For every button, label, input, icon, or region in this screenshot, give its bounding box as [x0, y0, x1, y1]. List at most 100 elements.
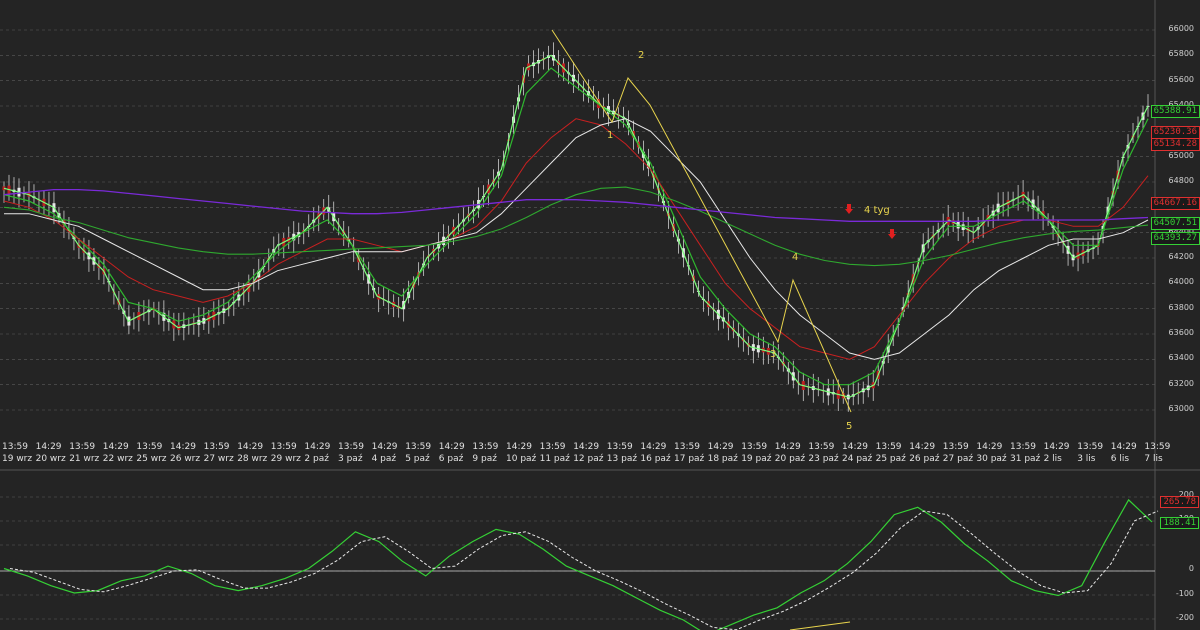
date-label: 13 paź [606, 454, 638, 464]
osc-tick-label: 0 [1188, 564, 1194, 573]
time-tick-label: 14:29 [1043, 442, 1070, 452]
time-tick-label: 13:59 [472, 442, 499, 452]
date-label: 26 paź [909, 454, 940, 464]
time-tick-label: 13:59 [2, 442, 28, 452]
time-tick-label: 14:29 [774, 442, 801, 452]
time-tick-label: 13:59 [203, 442, 230, 452]
date-label: 22 wrz [102, 454, 133, 464]
time-tick-label: 13:59 [136, 442, 163, 452]
date-label: 20 paź [774, 454, 806, 464]
date-label: 25 paź [875, 454, 906, 464]
price-tick-label: 63000 [1168, 404, 1194, 413]
medium-ma-line [3, 67, 1149, 386]
date-label: 27 paź [942, 454, 974, 464]
price-tick-label: 64800 [1168, 176, 1194, 185]
date-label: 29 wrz [270, 454, 301, 464]
time-tick-label: 13:59 [741, 442, 768, 452]
time-tick-label: 14:29 [1110, 442, 1137, 452]
time-tick-label: 14:29 [640, 442, 667, 452]
osc-tick-label: -100 [1175, 589, 1194, 598]
date-label: 4 paź [371, 454, 397, 464]
date-label: 7 lis [1144, 454, 1163, 464]
time-tick-label: 14:29 [102, 442, 129, 452]
price-tick-label: 65000 [1168, 150, 1194, 160]
price-tick-label: 63800 [1168, 302, 1194, 312]
time-tick-label: 13:59 [606, 442, 633, 452]
price-tick-label: 65800 [1168, 49, 1194, 59]
date-label: 31 paź [1010, 454, 1041, 464]
date-label: 6 paź [438, 454, 464, 464]
price-value-label: 65388.91 [1150, 105, 1200, 118]
time-tick-label: 13:59 [1077, 442, 1104, 452]
time-tick-label: 13:59 [270, 442, 297, 452]
price-value-label: 64393.27 [1150, 232, 1200, 245]
date-label: 24 paź [842, 454, 873, 464]
price-value-label: 64667.16 [1150, 197, 1200, 210]
slow-green-ma-line [3, 186, 1149, 267]
date-label: 16 paź [640, 454, 671, 464]
time-tick-label: 13:59 [338, 442, 364, 452]
time-tick-label: 14:29 [506, 442, 532, 452]
time-tick-label: 13:59 [674, 442, 700, 452]
fast-ma-line [3, 54, 1149, 398]
wave-label: 2 [638, 50, 645, 61]
wave-label: 3 [770, 349, 777, 360]
date-label: 2 lis [1043, 454, 1062, 464]
price-value-label: 65134.28 [1150, 138, 1200, 151]
date-label: 2 paź [304, 454, 329, 464]
time-tick-label: 14:29 [304, 442, 331, 452]
time-tick-label: 14:29 [35, 442, 62, 452]
time-tick-label: 13:59 [1010, 442, 1036, 452]
time-tick-label: 14:29 [976, 442, 1003, 452]
date-label: 18 paź [707, 454, 738, 464]
date-label: 21 wrz [69, 454, 100, 464]
time-tick-label: 13:59 [539, 442, 566, 452]
time-tick-label: 13:59 [405, 442, 432, 452]
osc-value-label: 188.41 [1160, 517, 1199, 529]
price-value-label: 64507.51 [1150, 217, 1200, 230]
time-tick-label: 14:29 [170, 442, 196, 452]
date-label: 25 wrz [136, 454, 167, 464]
date-label: 30 paź [976, 454, 1007, 464]
date-label: 3 lis [1077, 454, 1096, 464]
wave-label: 1 [607, 130, 614, 141]
time-tick-label: 13:59 [1144, 442, 1171, 452]
white-ma-line [4, 118, 1149, 360]
time-tick-label: 14:29 [909, 442, 936, 452]
time-tick-label: 13:59 [69, 442, 96, 452]
date-label: 11 paź [539, 454, 570, 464]
time-tick-label: 14:29 [237, 442, 264, 452]
date-label: 23 paź [808, 454, 839, 464]
time-tick-label: 14:29 [438, 442, 465, 452]
red-ma-line [3, 118, 1149, 360]
time-tick-label: 14:29 [371, 442, 398, 452]
osc-trend-line [789, 621, 851, 630]
date-label: 27 wrz [203, 454, 234, 464]
price-tick-label: 66000 [1168, 24, 1194, 33]
oscillator-line [3, 498, 1153, 630]
down-arrow-icon [888, 229, 896, 239]
price-tick-label: 63400 [1168, 353, 1194, 363]
price-tick-label: 63200 [1168, 378, 1194, 388]
date-label: 19 paź [741, 454, 772, 464]
date-label: 6 lis [1110, 454, 1130, 464]
wave-label: 4 [792, 252, 799, 263]
price-tick-label: 65400 [1169, 100, 1194, 109]
date-label: 17 paź [674, 454, 705, 464]
date-label: 19 wrz [2, 454, 33, 464]
date-label: 5 paź [405, 454, 430, 464]
date-label: 26 wrz [170, 454, 201, 464]
date-label: 28 wrz [237, 454, 268, 464]
osc-tick-label: -200 [1175, 613, 1194, 622]
date-label: 12 paź [573, 454, 604, 464]
wave-label: 5 [846, 421, 853, 432]
time-tick-label: 13:59 [875, 442, 902, 452]
date-label: 3 paź [338, 454, 363, 464]
purple-ma-line [3, 188, 1149, 222]
time-tick-label: 14:29 [842, 442, 868, 452]
time-tick-label: 13:59 [942, 442, 969, 452]
date-label: 10 paź [506, 454, 537, 464]
annotation-4-tyg: 4 tyg [864, 205, 890, 216]
time-tick-label: 13:59 [808, 442, 835, 452]
